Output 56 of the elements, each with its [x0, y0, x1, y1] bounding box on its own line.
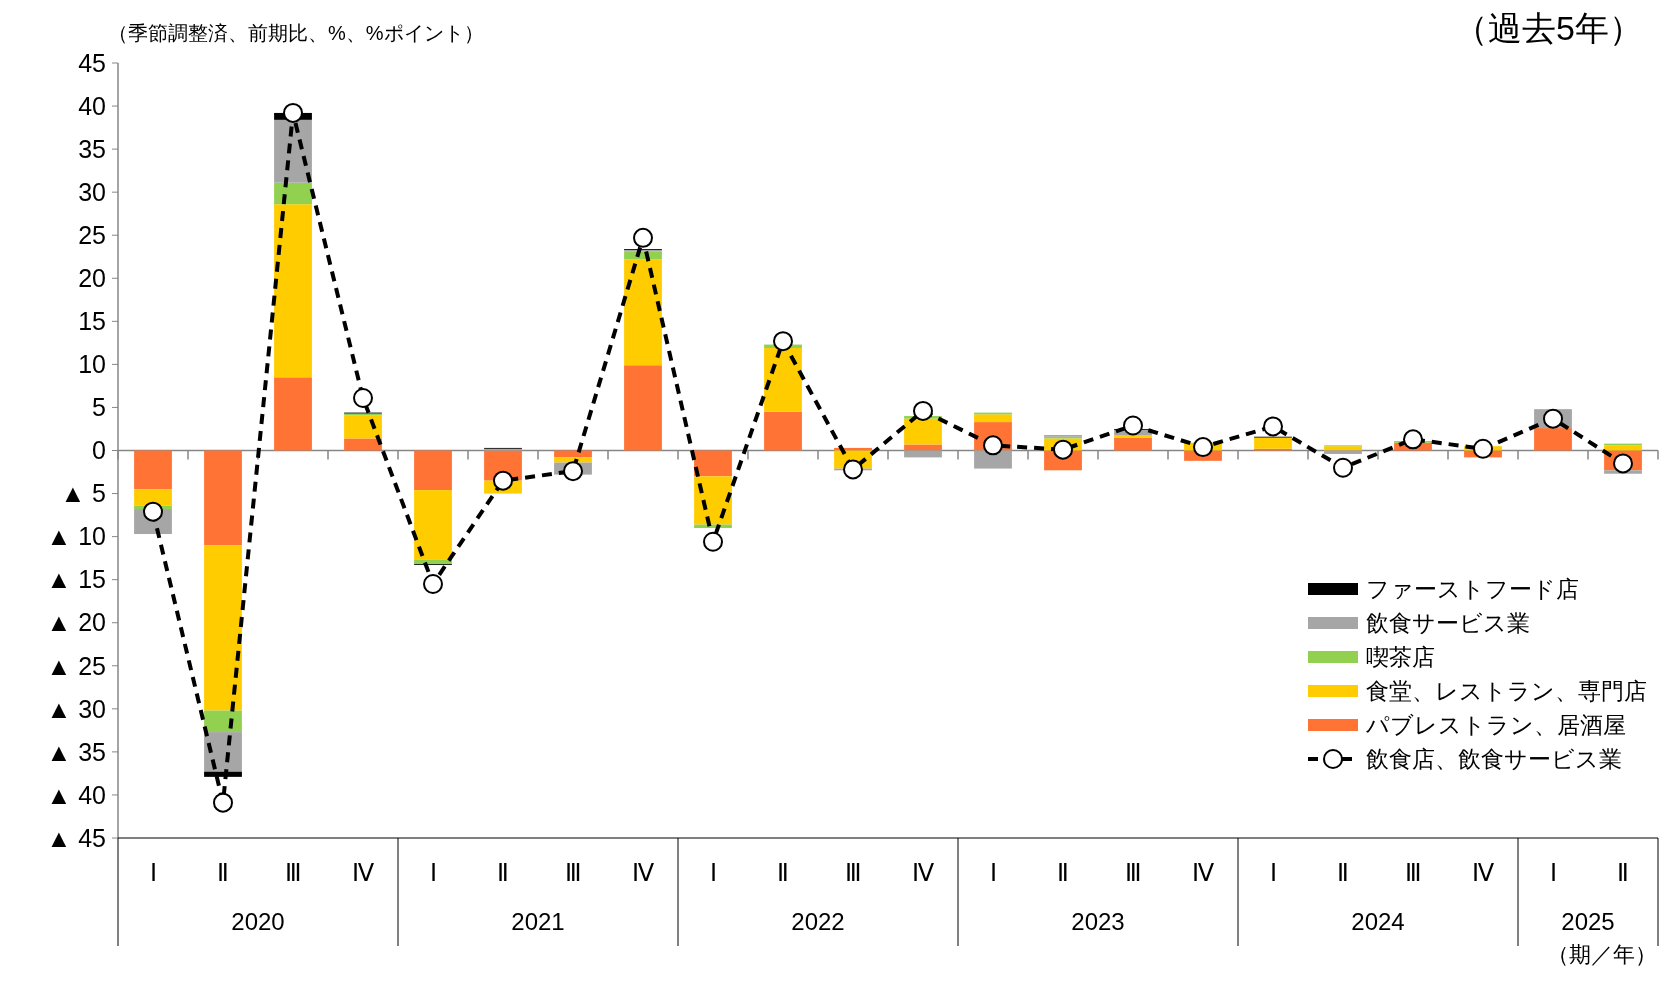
x-tick-label: Ⅲ	[1404, 860, 1422, 886]
text: 2024	[1351, 908, 1405, 935]
x-tick-label: Ⅰ	[429, 860, 437, 886]
x-tick-label: Ⅳ	[352, 860, 374, 886]
y-tick-label: ▲ 45	[46, 823, 106, 852]
x-tick-label: Ⅱ	[1337, 860, 1349, 886]
legend-label: 飲食サービス業	[1366, 610, 1530, 637]
x-tick-label: Ⅰ	[989, 860, 997, 886]
chart-title: （過去5年）	[1454, 9, 1643, 47]
x-tick-label: Ⅲ	[284, 860, 302, 886]
x-tick-label: Ⅱ	[497, 860, 509, 886]
y-tick-label: 25	[78, 220, 106, 249]
x-tick-label: Ⅱ	[777, 860, 789, 886]
x-tick-label: Ⅲ	[1124, 860, 1142, 886]
y-tick-label: 0	[92, 436, 106, 465]
x-tick-label: Ⅱ	[1617, 860, 1629, 886]
y-tick-label: 5	[92, 393, 106, 422]
y-tick-label: ▲ 5	[60, 479, 106, 508]
y-tick-label: 45	[78, 48, 106, 77]
y-axis-title: （季節調整済、前期比、%、%ポイント）	[108, 22, 484, 44]
text: 2020	[231, 908, 285, 935]
legend-label: ファーストフード店	[1366, 576, 1579, 603]
legend-label: 喫茶店	[1366, 644, 1435, 671]
x-tick-label: Ⅱ	[217, 860, 229, 886]
x-tick-label: Ⅳ	[1192, 860, 1214, 886]
y-tick-label: 10	[78, 350, 106, 379]
y-tick-label: 40	[78, 91, 106, 120]
legend-label: パブレストラン、居酒屋	[1365, 712, 1626, 739]
x-tick-label: Ⅲ	[844, 860, 862, 886]
y-tick-label: ▲ 20	[46, 608, 106, 637]
y-tick-label: ▲ 35	[46, 737, 106, 766]
y-tick-label: 35	[78, 134, 106, 163]
x-tick-label: Ⅰ	[1549, 860, 1557, 886]
x-tick-label: Ⅱ	[1057, 860, 1069, 886]
x-tick-label: Ⅳ	[912, 860, 934, 886]
legend-label: 食堂、レストラン、専門店	[1366, 678, 1647, 705]
text: 2022	[791, 908, 845, 935]
text: 2021	[511, 908, 565, 935]
text: 2025	[1561, 908, 1615, 935]
x-tick-label: Ⅳ	[1472, 860, 1494, 886]
y-tick-label: ▲ 15	[46, 565, 106, 594]
y-tick-label: ▲ 30	[46, 694, 106, 723]
y-tick-label: ▲ 25	[46, 651, 106, 680]
x-tick-label: Ⅳ	[632, 860, 654, 886]
x-tick-label: Ⅲ	[564, 860, 582, 886]
y-tick-label: ▲ 40	[46, 780, 106, 809]
legend-label: 飲食店、飲食サービス業	[1366, 746, 1622, 773]
y-tick-label: 15	[78, 307, 106, 336]
y-tick-label: 30	[78, 177, 106, 206]
text: 2023	[1071, 908, 1125, 935]
x-tick-label: Ⅰ	[709, 860, 717, 886]
x-axis-title: （期／年）	[1547, 942, 1657, 967]
y-tick-label: 20	[78, 264, 106, 293]
x-tick-label: Ⅰ	[149, 860, 157, 886]
x-tick-label: Ⅰ	[1269, 860, 1277, 886]
y-tick-label: ▲ 10	[46, 522, 106, 551]
